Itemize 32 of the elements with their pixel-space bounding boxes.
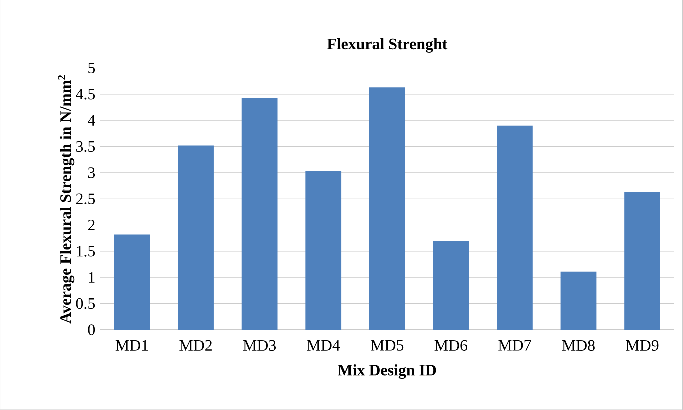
x-tick-label: MD9	[626, 340, 659, 351]
x-axis-title: Mix Design ID	[338, 364, 436, 379]
x-tick-label: MD7	[498, 340, 532, 351]
y-tick-label: 4.5	[76, 88, 96, 100]
x-tick-label: MD5	[371, 340, 404, 351]
y-tick-label: 1	[89, 272, 95, 283]
x-tick-label: MD3	[243, 340, 276, 351]
bar	[624, 192, 660, 330]
x-tick-label: MD6	[434, 340, 468, 351]
bar	[369, 87, 406, 330]
chart-title: Flexural Strenght	[327, 38, 448, 53]
bar	[114, 234, 150, 330]
y-tick-label: 2.5	[76, 194, 96, 204]
y-axis-title: Average Flexural Strength in N/mm$^{2}$	[58, 75, 75, 324]
bar	[242, 98, 278, 330]
y-tick-label: 3	[88, 167, 96, 178]
bar	[497, 126, 533, 330]
x-tick-label: MD1	[116, 340, 148, 351]
y-tick-label: 0	[88, 324, 96, 336]
y-tick-label: 4	[88, 115, 96, 126]
y-tick-label: 2	[88, 220, 95, 230]
y-tick-label: 3.5	[76, 141, 96, 152]
bar	[560, 272, 597, 330]
y-tick-label: 1.5	[77, 246, 96, 257]
x-tick-label: MD4	[307, 340, 340, 351]
x-tick-label: MD2	[180, 340, 212, 351]
y-tick-label: 5	[88, 62, 96, 74]
bar	[178, 146, 214, 330]
bar	[306, 171, 342, 330]
x-tick-label: MD8	[562, 340, 595, 351]
bar	[433, 241, 470, 330]
y-tick-label: 0.5	[76, 298, 96, 310]
